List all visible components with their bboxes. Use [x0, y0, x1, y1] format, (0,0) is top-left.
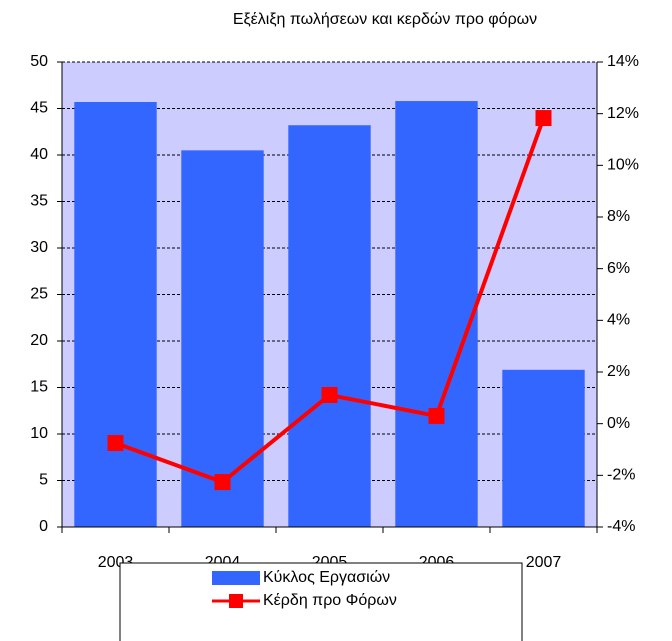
- legend-label: Κέρδη προ Φόρων: [263, 592, 397, 609]
- legend-box: [119, 562, 523, 641]
- line-marker: [428, 407, 445, 424]
- y2-tick-label: 2%: [607, 363, 630, 380]
- y2-tick-label: 8%: [607, 208, 630, 225]
- chart-title: Εξέλιξη πωλήσεων και κερδών προ φόρων: [233, 11, 537, 28]
- legend-swatch: [212, 571, 260, 585]
- y-tick-label: 5: [39, 472, 48, 489]
- bar: [181, 150, 264, 527]
- legend-marker: [229, 594, 243, 608]
- legend-label: Κύκλος Εργασιών: [263, 569, 390, 586]
- line-marker: [321, 386, 338, 403]
- line-marker: [107, 435, 124, 452]
- y-tick-label: 10: [30, 425, 48, 442]
- y-tick-label: 20: [30, 332, 48, 349]
- y-tick-label: 15: [30, 379, 48, 396]
- y2-tick-label: 4%: [607, 312, 630, 329]
- line-marker: [214, 474, 231, 491]
- bar: [288, 125, 371, 528]
- y-tick-label: 25: [30, 286, 48, 303]
- y-tick-label: 0: [39, 518, 48, 535]
- y2-tick-label: 12%: [607, 105, 639, 122]
- x-tick-label: 2007: [526, 554, 562, 571]
- bar: [395, 101, 478, 527]
- y-tick-label: 40: [30, 146, 48, 163]
- y2-tick-label: -2%: [607, 467, 635, 484]
- bar: [74, 101, 157, 528]
- y2-tick-label: 14%: [607, 53, 639, 70]
- y2-tick-label: 0%: [607, 415, 630, 432]
- y-tick-label: 35: [30, 193, 48, 210]
- y-tick-label: 45: [30, 100, 48, 117]
- y-tick-label: 50: [30, 53, 48, 70]
- line-marker: [535, 110, 552, 127]
- bar: [502, 369, 585, 527]
- y2-tick-label: 6%: [607, 260, 630, 277]
- y-tick-label: 30: [30, 239, 48, 256]
- y2-tick-label: -4%: [607, 518, 635, 535]
- y2-tick-label: 10%: [607, 157, 639, 174]
